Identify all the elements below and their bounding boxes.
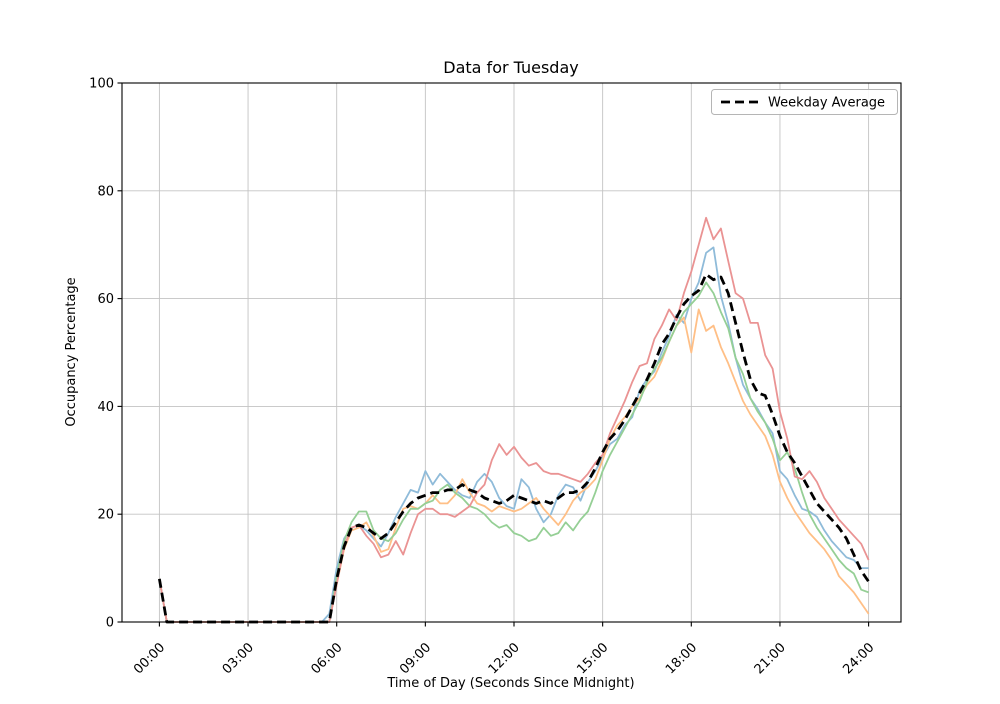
plot-border	[121, 82, 902, 623]
legend: Weekday Average	[711, 89, 898, 115]
y-tick-label: 0	[106, 616, 114, 631]
y-tick-label: 40	[97, 400, 114, 415]
y-tick-label: 20	[97, 508, 114, 523]
y-tick-label: 80	[97, 184, 114, 199]
y-tick-label: 60	[97, 292, 114, 307]
legend-label: Weekday Average	[768, 96, 885, 111]
chart-title: Data for Tuesday	[443, 58, 578, 77]
y-axis-label: Occupancy Percentage	[64, 277, 79, 426]
legend-box	[711, 89, 898, 115]
axis-ticks	[117, 82, 870, 627]
x-axis-label: Time of Day (Seconds Since Midnight)	[386, 676, 634, 691]
y-tick-label: 100	[89, 77, 114, 92]
